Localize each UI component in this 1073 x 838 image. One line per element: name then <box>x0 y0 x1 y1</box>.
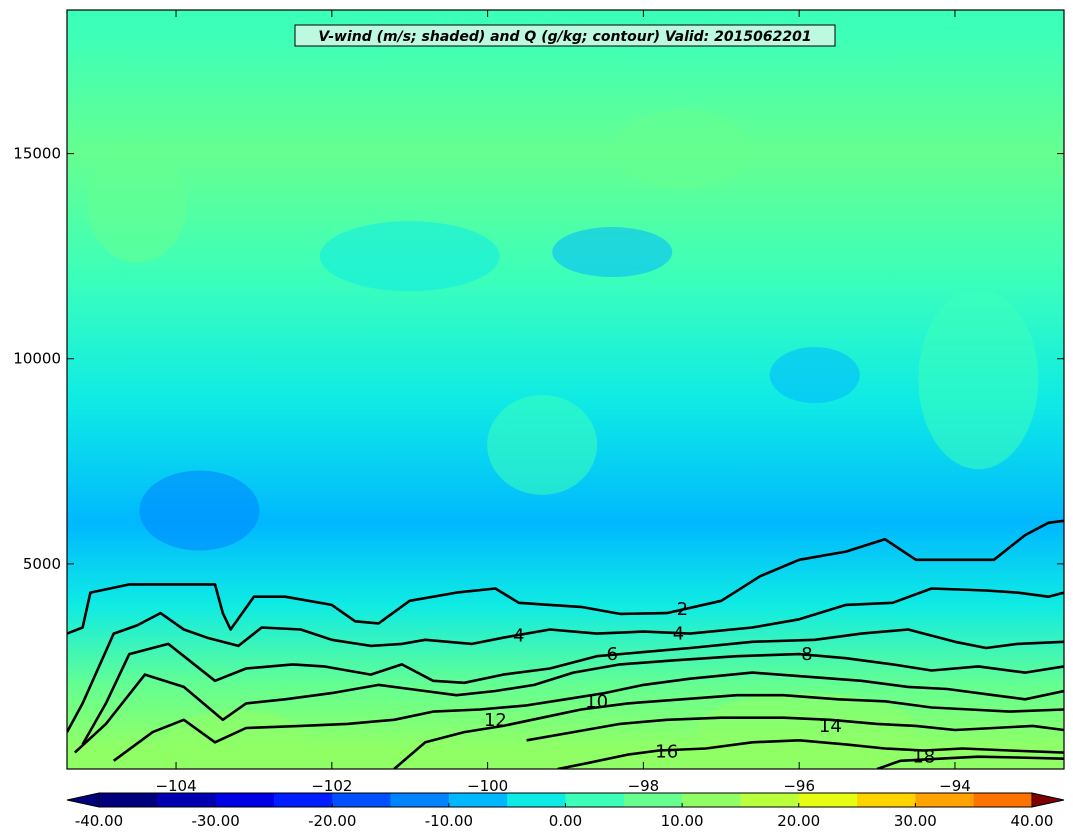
colorbar-bin <box>157 793 217 807</box>
x-axis: −104 −102 −100 −98 −96 −94 <box>155 10 971 795</box>
q-contour-labels: 2 4 4 6 8 10 12 14 16 18 <box>484 599 935 768</box>
colorbar-tick-label: 0.00 <box>549 812 582 830</box>
colorbar-bin <box>99 793 158 807</box>
colorbar-bin <box>682 793 741 807</box>
colorbar: -40.00 -30.00 -20.00 -10.00 0.00 10.00 20.00 30… <box>66 792 1065 830</box>
colorbar-bin <box>857 793 916 807</box>
q-contour-label: 2 <box>677 599 688 620</box>
q-contour-label: 4 <box>673 624 684 645</box>
colorbar-tick-label: 40.00 <box>1011 812 1054 830</box>
q-contour-16 <box>557 739 1064 769</box>
colorbar-bin <box>973 793 1033 807</box>
q-contour-label: 16 <box>655 741 678 762</box>
shaded-field-patch <box>87 142 188 263</box>
y-axis: 5000 10000 15000 <box>13 145 1064 573</box>
colorbar-tick-label: 10.00 <box>661 812 704 830</box>
shaded-field <box>67 10 1064 769</box>
colorbar-bin <box>915 793 975 807</box>
colorbar-tick-label: -30.00 <box>191 812 239 830</box>
q-contour-4 <box>67 587 1064 733</box>
shaded-field-patch <box>918 289 1039 470</box>
colorbar-bin <box>332 793 392 807</box>
plot-frame <box>66 9 1065 770</box>
colorbar-tick-label: -10.00 <box>425 812 473 830</box>
q-contour-label: 4 <box>513 626 524 647</box>
q-contour-14 <box>526 716 1064 742</box>
q-contour-label: 14 <box>819 716 842 737</box>
colorbar-bin <box>273 793 333 807</box>
shaded-field-patch <box>552 227 673 278</box>
colorbar-tick-label: -40.00 <box>75 812 123 830</box>
q-contours <box>67 519 1064 769</box>
q-contour-10 <box>112 671 1064 762</box>
colorbar-bin <box>565 793 625 807</box>
colorbar-tick-label: 20.00 <box>777 812 820 830</box>
shaded-field-patch <box>168 710 309 769</box>
q-contour-label: 18 <box>912 747 935 768</box>
colorbar-bin <box>798 793 858 807</box>
q-contour-label: 8 <box>801 644 812 665</box>
x-tick-label: −98 <box>628 777 660 795</box>
colorbar-bin <box>215 793 275 807</box>
chart-title: V-wind (m/s; shaded) and Q (g/kg; contou… <box>318 29 811 45</box>
q-contour-6 <box>81 628 1064 746</box>
shaded-field-patch <box>139 470 260 551</box>
x-tick-label: −102 <box>311 777 352 795</box>
y-tick-label: 5000 <box>23 555 61 573</box>
q-contour-18 <box>876 755 1064 769</box>
q-contour-label: 10 <box>585 691 608 712</box>
shaded-field-patch <box>319 221 500 292</box>
colorbar-bin <box>390 793 450 807</box>
q-contour-label: 12 <box>484 710 507 731</box>
chart-title-box: V-wind (m/s; shaded) and Q (g/kg; contou… <box>294 24 836 47</box>
colorbar-min-extend <box>66 792 100 808</box>
colorbar-bin <box>507 793 566 807</box>
colorbar-bin <box>623 793 683 807</box>
colorbar-tick-label: 30.00 <box>894 812 937 830</box>
y-tick-label: 15000 <box>13 145 61 163</box>
q-contour-12 <box>393 693 1064 769</box>
x-tick-label: −100 <box>467 777 508 795</box>
x-tick-label: −96 <box>783 777 815 795</box>
x-tick-label: −94 <box>939 777 971 795</box>
shaded-field-patch <box>696 692 917 763</box>
colorbar-max-extend <box>1031 792 1065 808</box>
shaded-field-patch <box>487 394 598 495</box>
q-contour-8 <box>73 652 1064 754</box>
y-tick-label: 10000 <box>13 350 61 368</box>
q-contour-2 <box>67 519 1064 635</box>
shaded-field-patches <box>87 109 1039 769</box>
shaded-field-patch <box>612 109 753 190</box>
colorbar-bin <box>740 793 800 807</box>
q-contour-label: 6 <box>607 644 618 665</box>
colorbar-tick-label: -20.00 <box>308 812 356 830</box>
x-tick-label: −104 <box>155 777 196 795</box>
shaded-field-patch <box>769 347 860 404</box>
plot-area: 2 4 4 6 8 10 12 14 16 18 <box>67 10 1064 769</box>
colorbar-bin <box>448 793 508 807</box>
